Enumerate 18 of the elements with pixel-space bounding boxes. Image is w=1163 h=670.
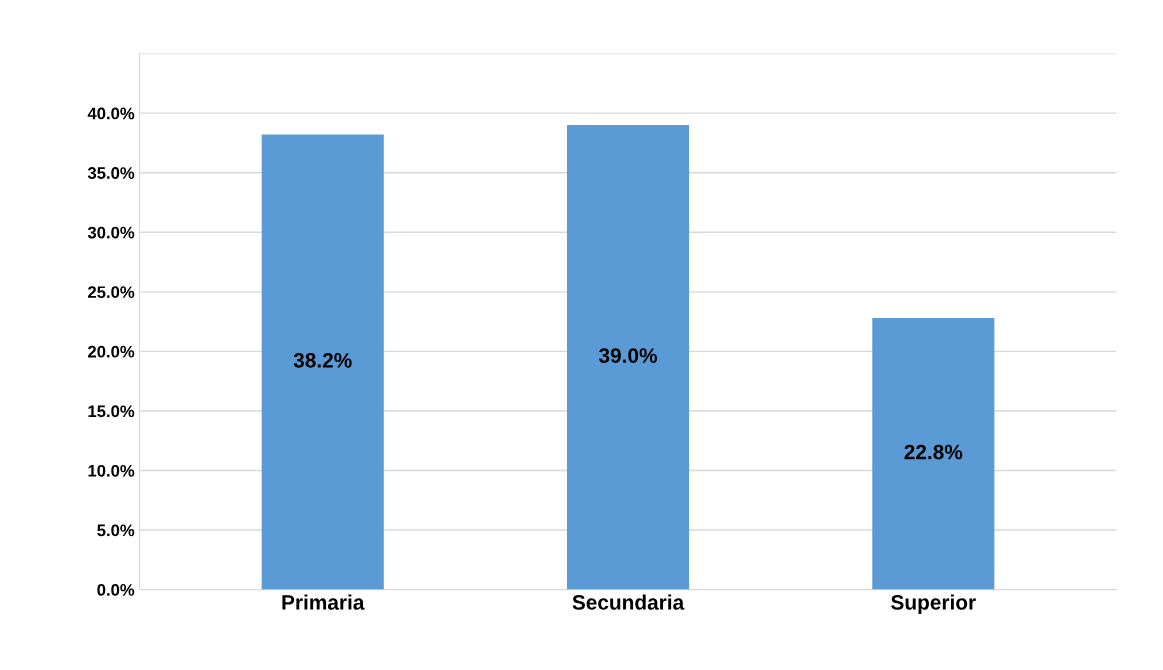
bar <box>261 134 384 590</box>
bar <box>872 318 995 590</box>
x-tick-label: Secundaria <box>572 594 685 610</box>
y-tick-label: 25.0% <box>88 286 135 299</box>
x-tick-label: Primaria <box>282 594 365 610</box>
y-tick-label: 5.0% <box>97 524 135 537</box>
data-label: 38.2% <box>293 352 352 368</box>
y-tick-label: 40.0% <box>87 107 135 120</box>
bar <box>566 125 690 590</box>
y-tick-label: 10.0% <box>88 464 135 477</box>
y-tick-label: 20.0% <box>88 345 135 358</box>
data-label: 22.8% <box>904 444 963 460</box>
y-tick-label: 30.0% <box>87 226 135 239</box>
data-label: 39.0% <box>598 348 658 363</box>
y-tick-label: 15.0% <box>88 405 135 418</box>
y-tick-label: 35.0% <box>87 167 135 179</box>
x-tick-label: Superior <box>891 594 976 614</box>
y-tick-label: 0.0% <box>97 584 135 596</box>
